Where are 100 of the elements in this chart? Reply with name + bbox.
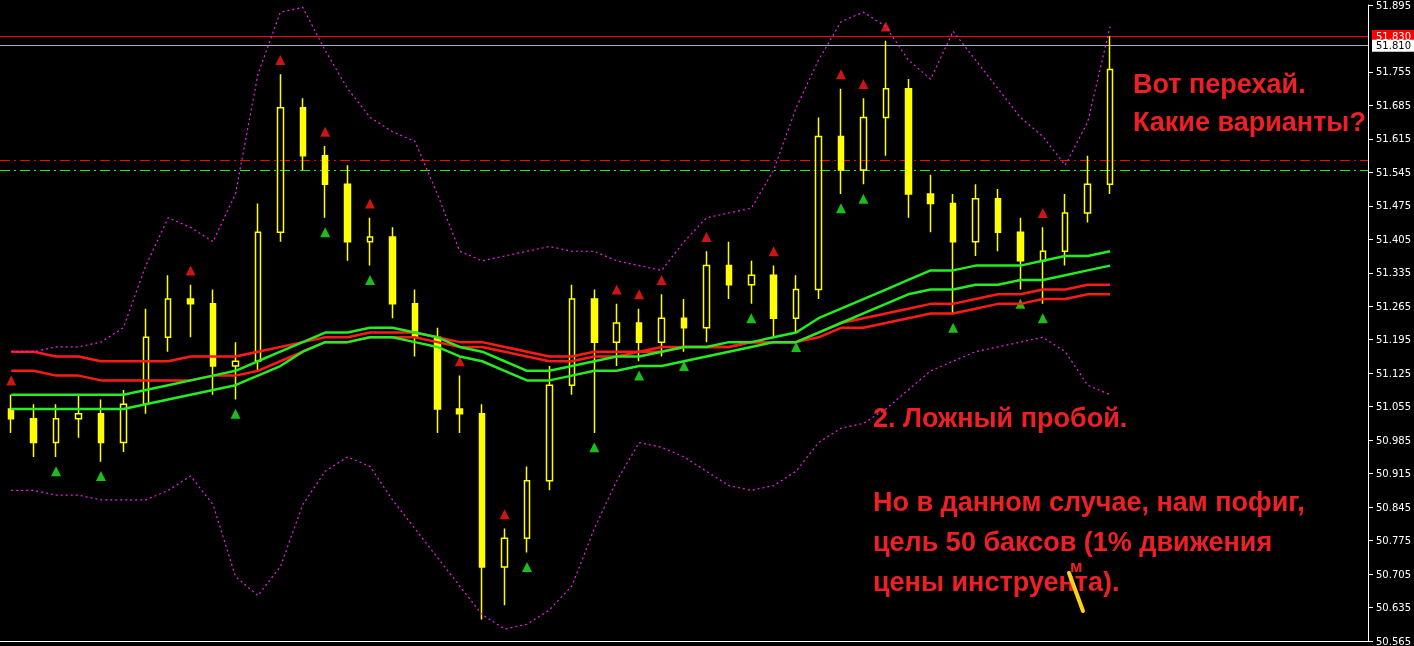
point (522, 561, 533, 572)
point (275, 54, 286, 65)
candlestick (142, 307, 150, 415)
point (320, 126, 331, 137)
candlestick (1039, 226, 1047, 305)
y-tick-label: 50.775 (1376, 535, 1411, 547)
point (768, 246, 779, 257)
ref-line-label: 51.830 (1376, 30, 1411, 42)
candlestick (478, 403, 486, 621)
candlestick (523, 465, 531, 554)
point (1037, 208, 1048, 219)
candlestick (949, 193, 957, 315)
candlestick (590, 288, 599, 434)
candlestick (231, 341, 240, 401)
candlestick (1016, 217, 1025, 291)
y-tick-label: 51.755 (1376, 66, 1411, 78)
point (948, 322, 959, 333)
point (230, 408, 241, 419)
candlestick (29, 403, 38, 458)
annotation: Вот перехай. (1133, 68, 1306, 99)
candlestick (657, 293, 666, 358)
candlestick (343, 164, 352, 262)
candlestick (680, 298, 688, 353)
candlestick (1061, 193, 1069, 267)
candlestick (321, 145, 329, 219)
point (656, 274, 667, 285)
y-tick-label: 50.705 (1376, 568, 1411, 580)
y-tick-label: 51.055 (1376, 401, 1411, 413)
candlestick (500, 527, 509, 606)
candlestick (971, 183, 980, 257)
y-tick-label: 51.685 (1376, 99, 1411, 111)
point (634, 289, 645, 300)
y-tick-label: 51.405 (1376, 233, 1411, 245)
candlestick (814, 116, 823, 300)
point (499, 509, 510, 520)
point (589, 442, 600, 453)
candlestick (702, 250, 711, 343)
candlestick (635, 307, 643, 363)
candlestick (388, 226, 397, 319)
y-tick-label: 51.125 (1376, 367, 1411, 379)
candlestick (299, 97, 307, 171)
candlestick (568, 283, 576, 396)
point (679, 361, 689, 372)
candlestick (904, 78, 913, 219)
point (611, 284, 622, 295)
y-tick-label: 50.845 (1376, 501, 1411, 513)
y-tick-label: 50.635 (1376, 602, 1411, 614)
y-tick-label: 51.545 (1376, 166, 1411, 178)
point (365, 198, 376, 209)
y-tick-label: 51.265 (1376, 300, 1411, 312)
candlestick (276, 73, 285, 243)
line-series (9, 250, 1112, 396)
y-tick-label: 50.565 (1376, 635, 1411, 646)
y-tick-label: 51.615 (1376, 133, 1411, 145)
annotation: Какие варианты? (1133, 106, 1366, 137)
y-tick-label: 50.985 (1376, 434, 1411, 446)
candlestick (769, 264, 778, 339)
y-tick-label: 51.475 (1376, 200, 1411, 212)
annotation: Но в данном случае, нам пофиг, (873, 486, 1305, 517)
candlestick (366, 217, 374, 267)
point (746, 313, 757, 324)
point (858, 78, 869, 89)
candlestick (119, 389, 128, 453)
candlestick (747, 260, 756, 305)
point (634, 370, 645, 381)
point (1037, 313, 1048, 324)
point (51, 466, 62, 477)
point (880, 21, 891, 32)
candlestick (792, 274, 800, 334)
y-tick-label: 51.895 (1376, 0, 1411, 11)
point (320, 227, 331, 238)
y-tick-label: 51.335 (1376, 267, 1411, 279)
point (95, 471, 106, 482)
candlestick (545, 365, 554, 492)
y-tick-label: 50.915 (1376, 468, 1411, 480)
candlestick (926, 174, 935, 233)
candlestick (1083, 154, 1092, 224)
candlestick (52, 403, 60, 458)
point (835, 69, 846, 80)
annotation: цель 50 баксов (1% движения (873, 526, 1273, 557)
candlestick (97, 398, 105, 463)
candlestick (455, 374, 464, 434)
candlestick (837, 87, 845, 195)
candlestick (7, 393, 15, 434)
candlestick (859, 97, 868, 186)
candlestick (612, 303, 621, 367)
ref-line-label: 51.810 (1376, 40, 1411, 52)
candlestick (254, 202, 262, 372)
point (185, 265, 196, 276)
annotation: 2. Ложный пробой. (873, 402, 1128, 433)
point (701, 231, 712, 242)
candlestick (882, 40, 890, 157)
candlestick (209, 288, 217, 396)
point (6, 375, 17, 386)
candlestick (994, 188, 1002, 253)
y-tick-label: 51.195 (1376, 334, 1411, 346)
candlestick (725, 240, 733, 300)
candlestick (1106, 35, 1114, 195)
candlestick (186, 283, 195, 339)
candlestick (164, 274, 172, 353)
